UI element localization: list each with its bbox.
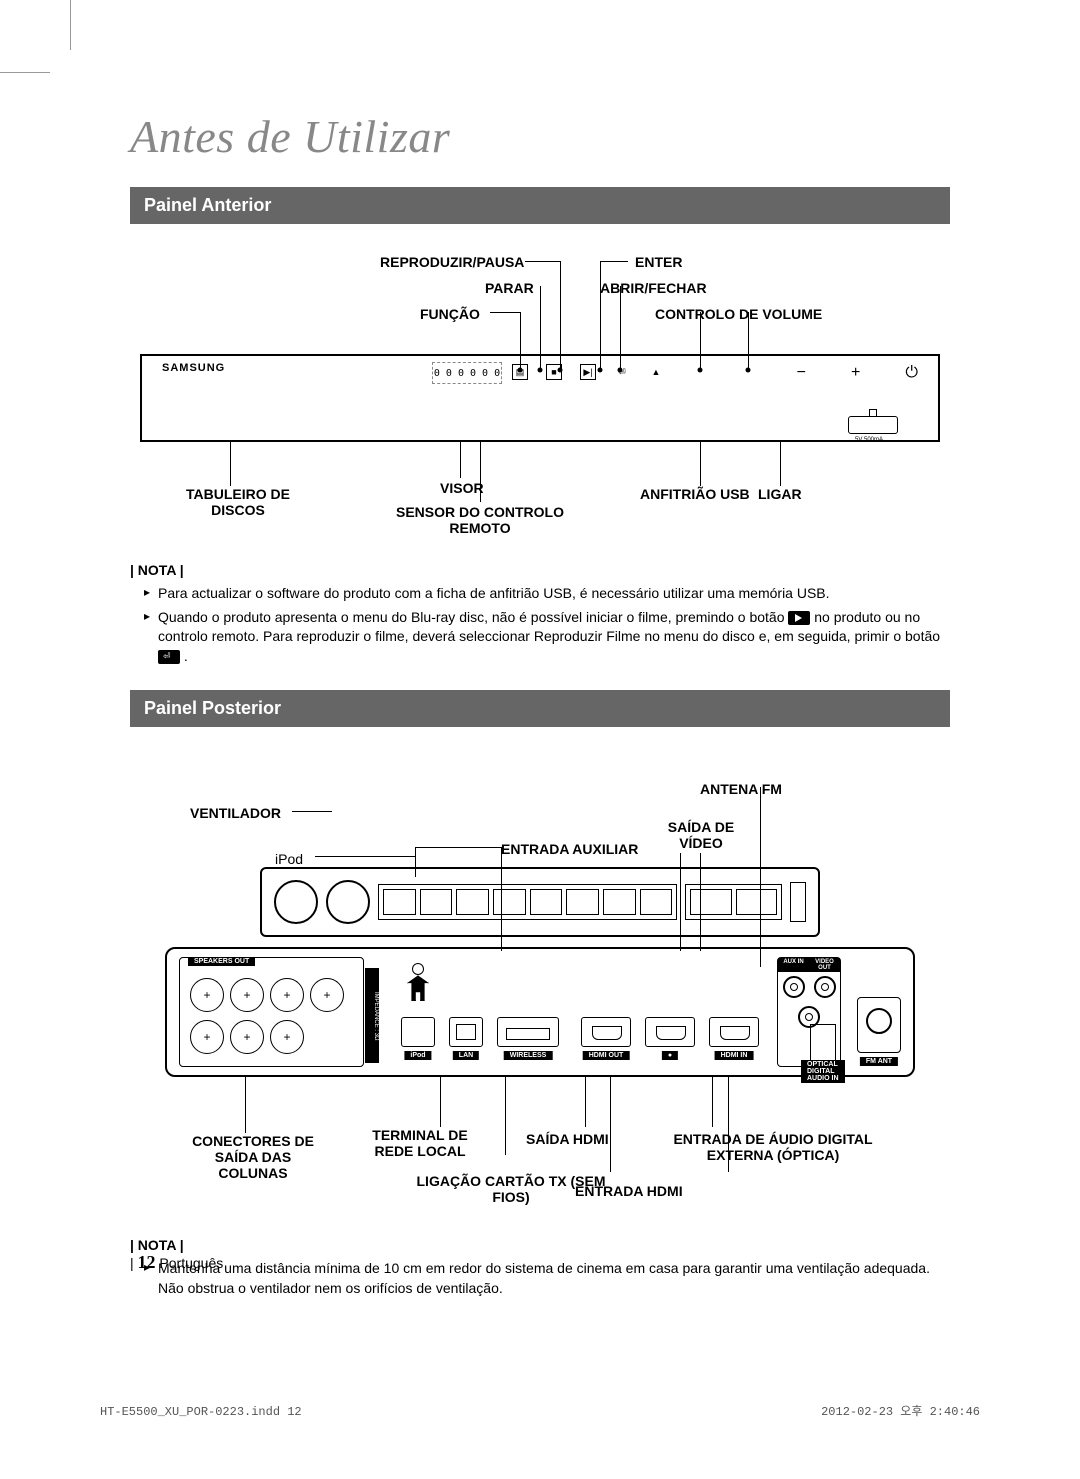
wireless-port-label: WIRELESS bbox=[504, 1051, 553, 1060]
display: 0 0 0 0 0 0 bbox=[432, 362, 502, 384]
hdmi-in-port: HDMI IN bbox=[709, 1017, 759, 1047]
front-panel-diagram: REPRODUZIR/PAUSA PARAR FUNÇÃO ENTER ABRI… bbox=[130, 244, 950, 542]
label-controlo-volume: CONTROLO DE VOLUME bbox=[655, 306, 822, 322]
label-entrada-aux: ENTRADA AUXILIAR bbox=[501, 841, 638, 857]
speaker-connector bbox=[270, 1020, 304, 1054]
enter-icon bbox=[158, 650, 180, 664]
label-tabuleiro: TABULEIRO DE DISCOS bbox=[178, 486, 298, 518]
label-conectores: CONECTORES DE SAÍDA DAS COLUNAS bbox=[188, 1133, 318, 1181]
label-terminal: TERMINAL DE REDE LOCAL bbox=[355, 1127, 485, 1159]
function-btn-icon: ▤ bbox=[512, 364, 528, 380]
label-ipod: iPod bbox=[275, 851, 303, 867]
hdmi-blank-label: ● bbox=[662, 1051, 678, 1060]
vol-up-icon: + bbox=[851, 364, 860, 382]
label-ligar: LIGAR bbox=[758, 486, 802, 502]
speaker-connector bbox=[270, 978, 304, 1012]
page-language: Português bbox=[159, 1255, 223, 1271]
label-enter: ENTER bbox=[635, 254, 682, 270]
impedance-label: IMPEDANCE : 3Ω bbox=[365, 968, 379, 1063]
label-saida-hdmi: SAÍDA HDMI bbox=[526, 1131, 609, 1147]
hdmi-out-label: HDMI OUT bbox=[583, 1051, 630, 1060]
speaker-connector bbox=[190, 978, 224, 1012]
label-antena-fm: ANTENA FM bbox=[700, 781, 782, 797]
brand-logo: SAMSUNG bbox=[162, 362, 225, 374]
speakers-out-label: SPEAKERS OUT bbox=[188, 957, 255, 966]
fan-icon bbox=[326, 880, 370, 924]
video-out-label: VIDEO OUT bbox=[809, 958, 840, 972]
rear-note-item: Mantenha uma distância mínima de 10 cm e… bbox=[144, 1259, 950, 1298]
optical-port: OPTICAL DIGITAL AUDIO IN bbox=[810, 1024, 836, 1062]
rear-top-strip bbox=[260, 867, 820, 937]
label-sensor: SENSOR DO CONTROLO REMOTO bbox=[370, 504, 590, 536]
indd-filename: HT-E5500_XU_POR-0223.indd 12 bbox=[100, 1405, 302, 1419]
page-footer: | 12 Português bbox=[130, 1252, 223, 1273]
fm-ant-block: FM ANT bbox=[857, 997, 901, 1053]
aux-in-label: AUX IN bbox=[778, 958, 809, 972]
front-nota-heading: | NOTA | bbox=[130, 562, 950, 578]
label-parar: PARAR bbox=[485, 280, 534, 296]
label-ventilador: VENTILADOR bbox=[190, 805, 281, 821]
speaker-connector bbox=[230, 1020, 264, 1054]
label-saida-video: SAÍDA DE VÍDEO bbox=[656, 819, 746, 851]
page-number: 12 bbox=[138, 1252, 156, 1272]
wireless-port: WIRELESS bbox=[497, 1017, 559, 1047]
ipod-port: iPod bbox=[401, 1017, 435, 1047]
speaker-connector bbox=[310, 978, 344, 1012]
fm-ant-jack bbox=[866, 1008, 892, 1034]
usb-port: 5V 500mA bbox=[848, 416, 898, 434]
speaker-connector bbox=[230, 978, 264, 1012]
label-entrada-hdmi: ENTRADA HDMI bbox=[575, 1183, 683, 1199]
label-reproduzir-pausa: REPRODUZIR/PAUSA bbox=[380, 254, 524, 270]
eject-btn-icon: ▲ bbox=[648, 364, 664, 380]
front-note-item: Para actualizar o software do produto co… bbox=[144, 584, 950, 604]
rear-top-ports bbox=[378, 884, 677, 920]
speakers-out-block: SPEAKERS OUT IMPEDANCE : 3Ω bbox=[179, 957, 364, 1067]
fan-icon bbox=[274, 880, 318, 924]
front-note-list: Para actualizar o software do produto co… bbox=[130, 584, 950, 666]
label-entrada-audio: ENTRADA DE ÁUDIO DIGITAL EXTERNA (ÓPTICA… bbox=[658, 1131, 888, 1163]
vol-down-icon: − bbox=[797, 364, 806, 382]
aux-video-block: AUX IN VIDEO OUT OPTICAL DIGITAL AUDIO I… bbox=[777, 957, 841, 1067]
power-btn-icon: ⏻ bbox=[905, 364, 918, 382]
hdmi-in-label: HDMI IN bbox=[715, 1051, 754, 1060]
rear-main-panel: SPEAKERS OUT IMPEDANCE : 3Ω iPod bbox=[165, 947, 915, 1077]
chapter-title: Antes de Utilizar bbox=[130, 110, 950, 163]
rear-nota-heading: | NOTA | bbox=[130, 1237, 950, 1253]
label-funcao: FUNÇÃO bbox=[420, 306, 480, 322]
ipod-port-label: iPod bbox=[404, 1051, 431, 1060]
front-device: SAMSUNG 0 0 0 0 0 0 ▤ ■ ▶| ⏎ ▲ − + ⏻ 5V … bbox=[140, 354, 940, 442]
person-icon bbox=[403, 963, 431, 1003]
rear-top-ports bbox=[685, 884, 782, 920]
hdmi-blank-port: ● bbox=[645, 1017, 695, 1047]
label-abrir-fechar: ABRIR/FECHAR bbox=[600, 280, 707, 296]
rear-note-list: Mantenha uma distância mínima de 10 cm e… bbox=[130, 1259, 950, 1298]
play-icon bbox=[788, 611, 810, 625]
lan-port: LAN bbox=[449, 1017, 483, 1047]
label-anfitriao-usb: ANFITRIÃO USB bbox=[640, 486, 750, 502]
stop-btn-icon: ■ bbox=[546, 364, 562, 380]
fm-ant-label: FM ANT bbox=[860, 1057, 898, 1066]
print-timestamp: 2012-02-23 오후 2:40:46 bbox=[821, 1402, 980, 1419]
video-jack bbox=[814, 976, 836, 998]
rear-panel-diagram: VENTILADOR iPod ENTRADA AUXILIAR ANTENA … bbox=[130, 747, 950, 1217]
aux-jack bbox=[783, 976, 805, 998]
play-pause-btn-icon: ▶| bbox=[580, 364, 596, 380]
enter-btn-icon: ⏎ bbox=[614, 364, 630, 380]
rear-panel-header: Painel Posterior bbox=[130, 690, 950, 727]
lan-port-label: LAN bbox=[453, 1051, 479, 1060]
hdmi-out-port: HDMI OUT bbox=[581, 1017, 631, 1047]
speaker-connector bbox=[190, 1020, 224, 1054]
front-note-item: Quando o produto apresenta o menu do Blu… bbox=[144, 608, 950, 667]
label-visor: VISOR bbox=[440, 480, 484, 496]
rear-top-edge bbox=[790, 882, 806, 922]
front-panel-header: Painel Anterior bbox=[130, 187, 950, 224]
